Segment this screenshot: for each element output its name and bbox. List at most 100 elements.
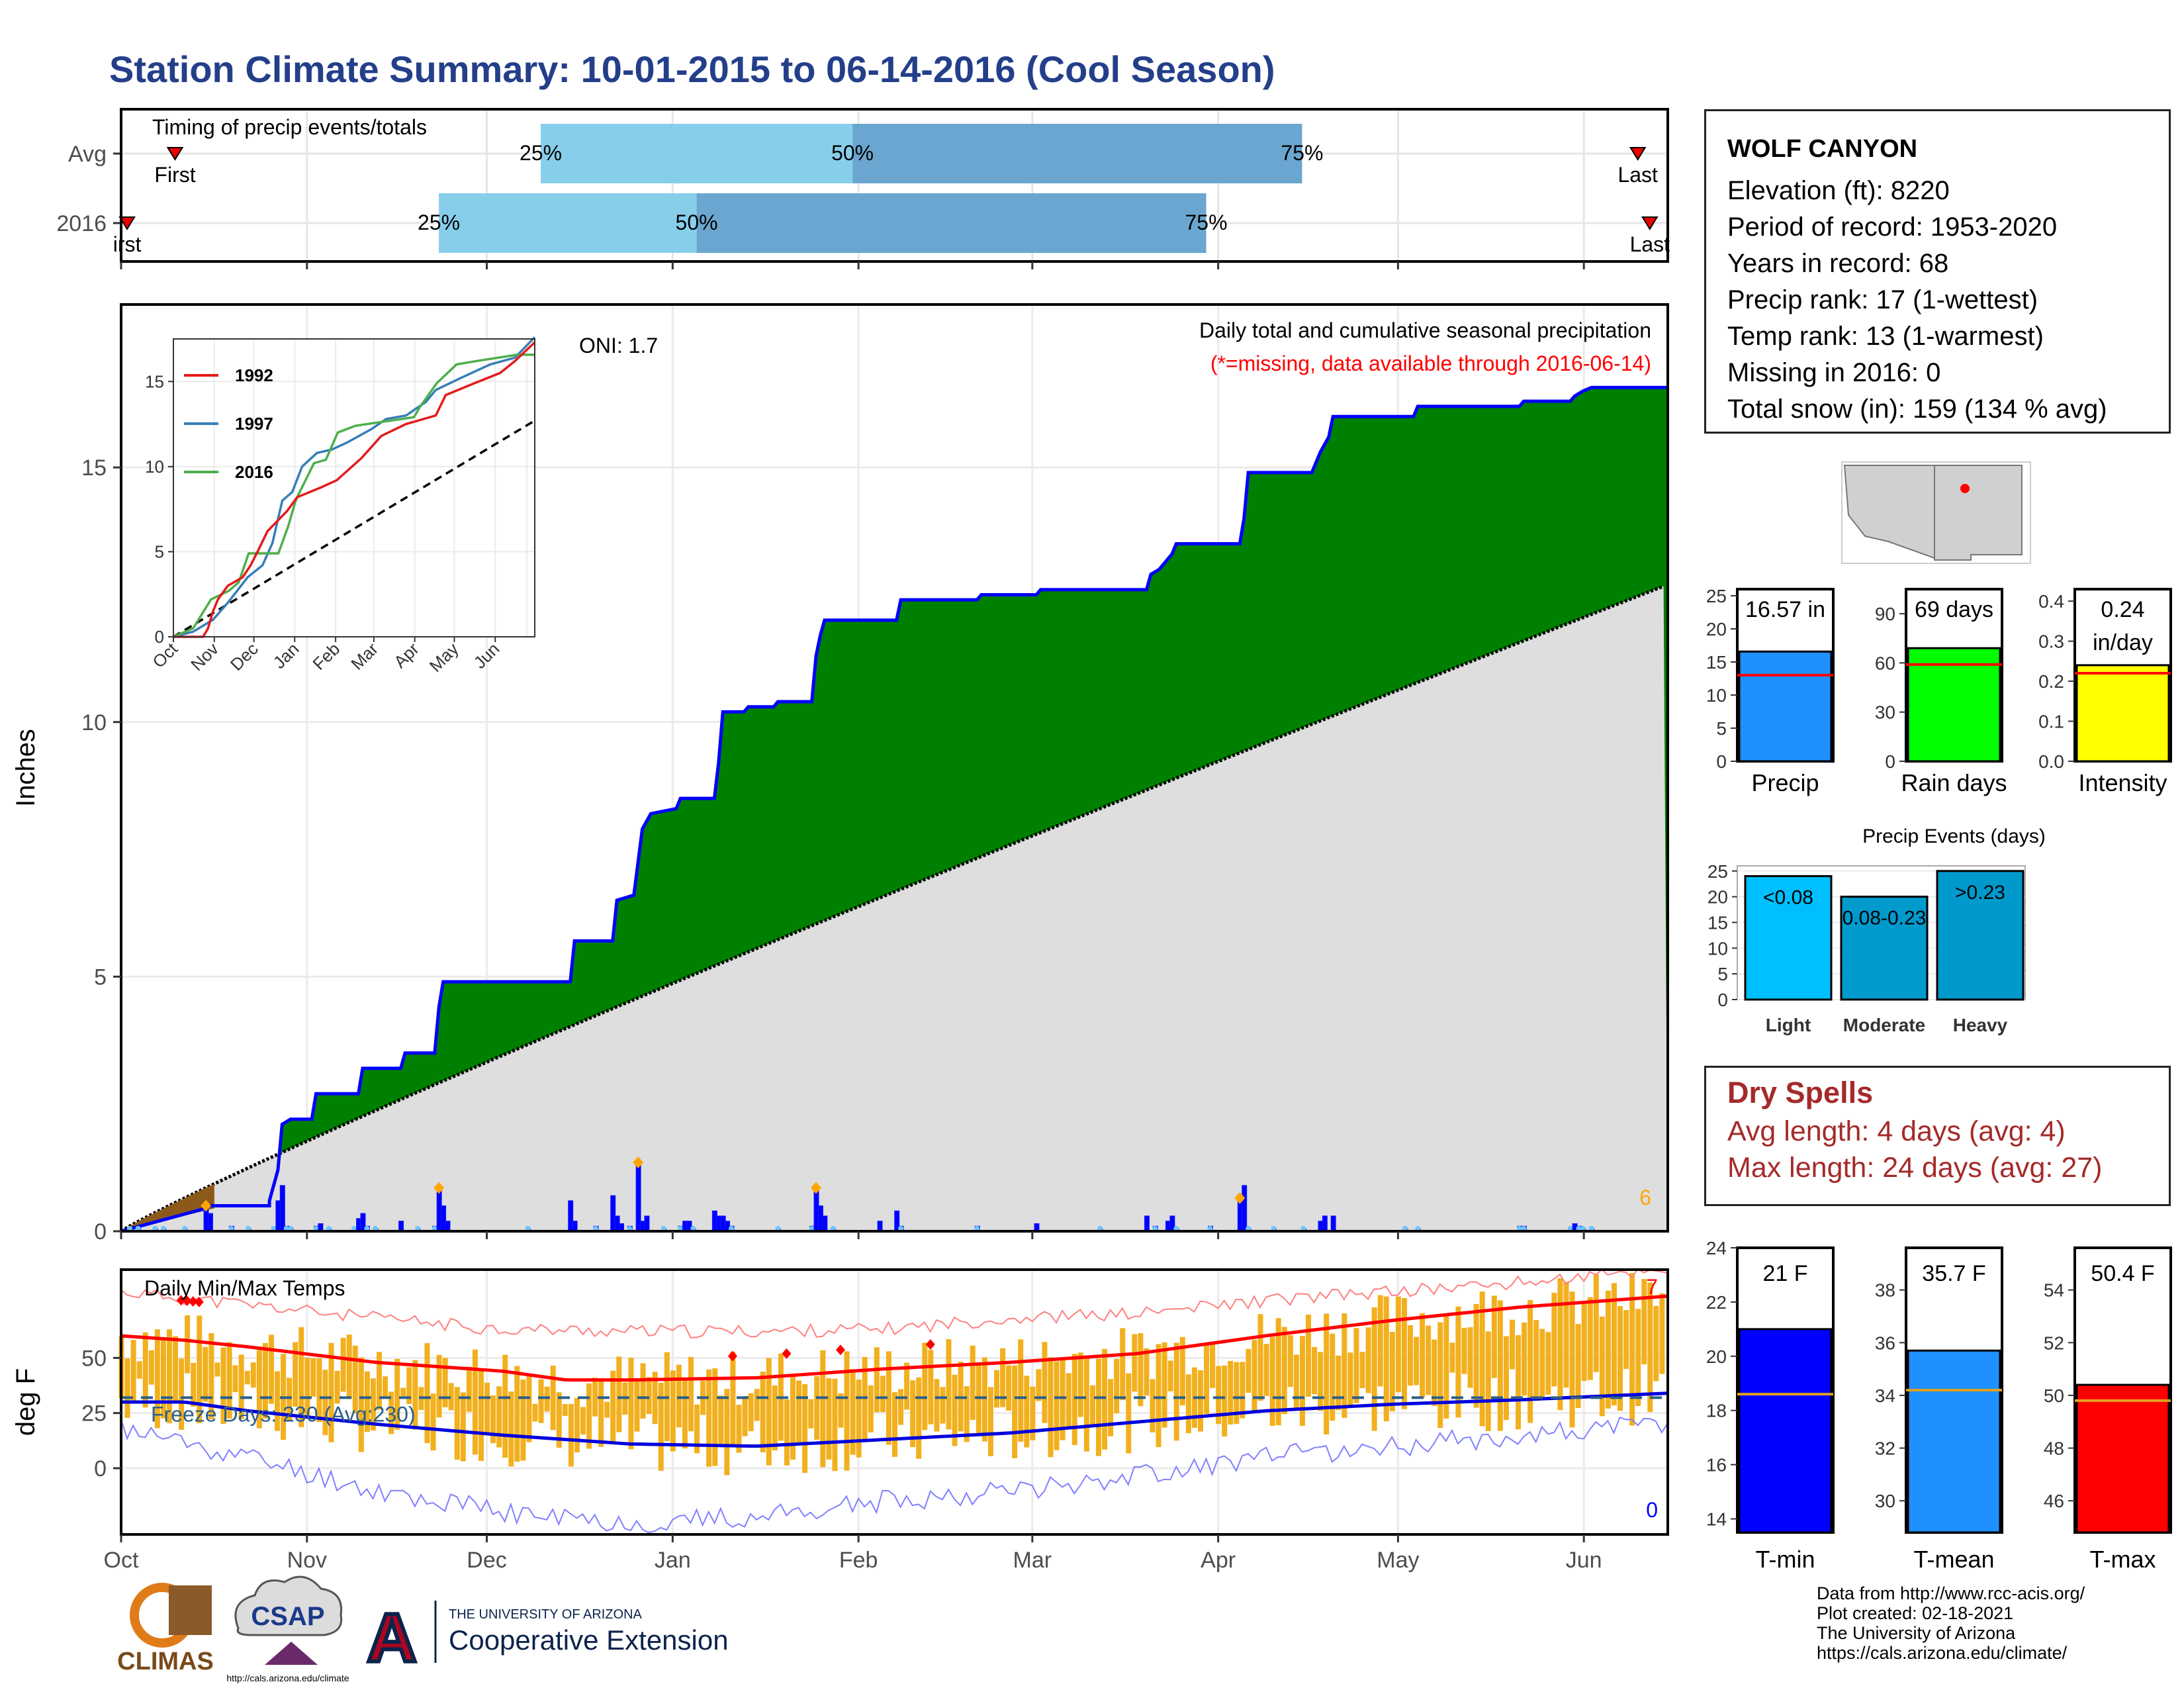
- small-panel-label: Precip: [1751, 769, 1819, 796]
- daily-temp-bar: [197, 1315, 203, 1424]
- temps-frame: [120, 1268, 1669, 1536]
- daily-temp-bar: [880, 1376, 886, 1413]
- inset-2016-line: [173, 353, 535, 638]
- daily-temp-bar: [634, 1380, 640, 1432]
- daily-temp-bar: [358, 1357, 364, 1452]
- small-panel-value: in/day: [2093, 630, 2153, 655]
- daily-temp-bar: [1623, 1310, 1629, 1370]
- daily-temp-bar: [1581, 1301, 1587, 1382]
- daily-temp-bar: [388, 1391, 394, 1434]
- daily-temp-bar: [1395, 1296, 1401, 1393]
- timing-label-last: Last: [1617, 163, 1658, 187]
- daily-temp-bar: [790, 1376, 796, 1460]
- record-temp-marker: [782, 1348, 792, 1359]
- daily-temp-bar: [987, 1387, 993, 1456]
- logos: CLIMAS CSAP http://cals.arizona.edu/climat…: [117, 1575, 729, 1683]
- daily-temp-bar: [454, 1387, 460, 1460]
- daily-temp-bar: [203, 1346, 208, 1402]
- daily-temp-bar: [1156, 1344, 1161, 1448]
- daily-temp-bar: [1605, 1290, 1611, 1409]
- daily-temp-bar: [1312, 1346, 1318, 1395]
- daily-temp-bar: [1659, 1293, 1665, 1374]
- inset-y-tick-label: 0: [155, 627, 164, 647]
- small-panel-value: 21 F: [1762, 1261, 1807, 1286]
- daily-temp-bar: [179, 1358, 185, 1430]
- inset-frame: [173, 338, 535, 637]
- record-count: 6: [1639, 1186, 1651, 1209]
- daily-temp-bar: [1563, 1282, 1569, 1388]
- daily-temp-bar: [1120, 1328, 1126, 1401]
- daily-temp-bar: [940, 1387, 946, 1424]
- daily-temp-bar: [1653, 1305, 1659, 1382]
- daily-temp-bar: [1342, 1313, 1347, 1418]
- small-panel-y-tick-label: 0.0: [2038, 751, 2064, 772]
- timing-panel: 25% 50% 75% First Last Avg 25% 50% 75% irst Last 20…: [56, 108, 1670, 269]
- daily-temp-bar: [862, 1356, 868, 1441]
- daily-temp-bar: [1150, 1379, 1156, 1432]
- daily-temp-bar: [580, 1407, 586, 1435]
- daily-temp-bar: [538, 1379, 544, 1423]
- inset-y-tick-label: 15: [145, 371, 164, 391]
- daily-temp-bar: [964, 1386, 970, 1442]
- station-years: Years in record: 68: [1727, 249, 1949, 278]
- daily-temp-bar: [1575, 1324, 1581, 1409]
- inset-y-tick-label: 5: [155, 541, 164, 561]
- temps-x-tick-label: Feb: [839, 1548, 878, 1573]
- first-marker: [118, 216, 136, 230]
- csap-cloud: [234, 1575, 343, 1636]
- daily-temp-bar: [1473, 1303, 1479, 1408]
- daily-temp-bar: [352, 1345, 358, 1414]
- daily-temp-bar: [442, 1358, 448, 1407]
- daily-temp-bar: [748, 1393, 754, 1432]
- timing-bar-25-50: [541, 124, 853, 183]
- temps-x-tick-label: Jan: [655, 1548, 691, 1573]
- daily-temp-bar: [1420, 1313, 1426, 1398]
- inset-1992-line: [173, 341, 536, 638]
- small-panel-y-tick-label: 54: [2044, 1280, 2064, 1301]
- temps-x-tick-label: May: [1377, 1548, 1419, 1573]
- record-temp-marker: [182, 1295, 192, 1307]
- daily-temp-bar: [1449, 1342, 1455, 1373]
- event-bar: [1936, 870, 2025, 1001]
- inset-1997-line: [173, 336, 536, 638]
- daily-temp-bar: [1071, 1354, 1077, 1445]
- daily-temp-bar: [1083, 1357, 1089, 1452]
- daily-temp-bar: [742, 1396, 748, 1436]
- small-panel-value: 69 days: [1915, 597, 1993, 622]
- daily-temp-bar: [724, 1389, 730, 1476]
- record-min-line: [120, 1416, 1668, 1534]
- daily-temp-bar: [760, 1372, 766, 1452]
- daily-temp-bar: [1257, 1314, 1263, 1401]
- daily-temp-bar: [1126, 1373, 1132, 1454]
- daily-temp-bar: [1018, 1339, 1024, 1442]
- daily-temp-bar: [604, 1401, 610, 1418]
- precip-normal-area: [121, 586, 1668, 1231]
- daily-precip-bar: [445, 1221, 451, 1232]
- small-panel-label: T-max: [2089, 1546, 2156, 1573]
- daily-temp-bar: [1114, 1358, 1120, 1413]
- daily-temp-bar: [826, 1378, 832, 1460]
- events-y-tick-label: 20: [1707, 887, 1728, 908]
- daily-temp-bar: [1281, 1327, 1287, 1415]
- ua-line2: Cooperative Extension: [449, 1624, 729, 1656]
- daily-temp-bar: [370, 1378, 376, 1430]
- daily-temp-bar: [1365, 1327, 1371, 1393]
- daily-temp-bar: [268, 1335, 274, 1404]
- daily-temp-bar: [346, 1335, 352, 1399]
- daily-temp-bar: [1432, 1339, 1437, 1407]
- daily-temp-bar: [1102, 1348, 1108, 1450]
- small-panel-label: T-mean: [1913, 1546, 1994, 1573]
- daily-temp-bar: [1060, 1360, 1066, 1440]
- small-panel-y-tick-label: 0: [1716, 751, 1727, 772]
- temps-panel: Freeze Days: 230 (Avg:230) Daily Min/Max …: [11, 1268, 1669, 1573]
- main-subtitle: (*=missing, data available through 2016-…: [1210, 352, 1651, 375]
- temps-x-tick-label: Apr: [1201, 1548, 1236, 1573]
- daily-temp-bar: [658, 1383, 664, 1471]
- small-panel-y-tick-label: 0.3: [2038, 632, 2064, 652]
- daily-precip-bar: [279, 1185, 285, 1232]
- temps-y-axis-label: deg F: [11, 1368, 40, 1436]
- daily-temp-bar: [130, 1340, 136, 1402]
- daily-temp-bar: [1497, 1300, 1503, 1431]
- daily-temp-bar: [1347, 1352, 1353, 1407]
